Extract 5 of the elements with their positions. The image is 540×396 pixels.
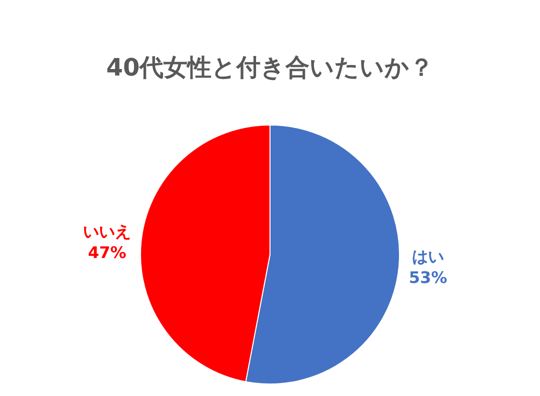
data-label: 53% xyxy=(408,268,448,287)
data-label: 47% xyxy=(88,243,126,262)
slice-label: はい xyxy=(412,246,444,266)
slice-label: いいえ xyxy=(83,222,132,242)
chart-title: 40代女性と付き合いたいか？ xyxy=(106,54,434,82)
